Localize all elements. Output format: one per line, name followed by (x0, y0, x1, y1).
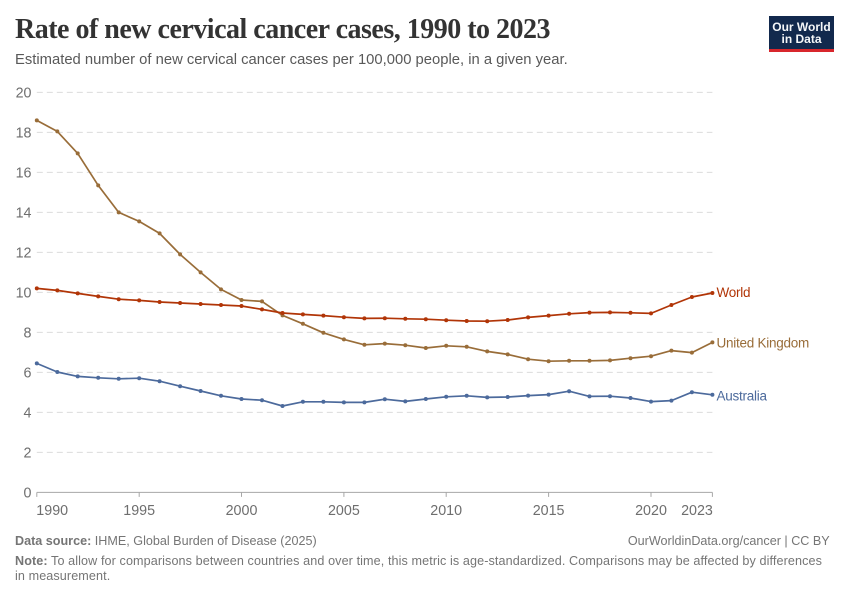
svg-text:16: 16 (16, 165, 32, 181)
svg-text:14: 14 (16, 205, 32, 221)
svg-text:18: 18 (16, 125, 32, 141)
svg-text:8: 8 (24, 325, 32, 341)
svg-text:2023: 2023 (681, 503, 713, 519)
svg-text:4: 4 (24, 405, 32, 421)
svg-text:6: 6 (24, 365, 32, 381)
svg-text:2010: 2010 (430, 503, 462, 519)
svg-text:1995: 1995 (123, 503, 155, 519)
svg-text:World: World (717, 285, 751, 300)
svg-text:2: 2 (24, 445, 32, 461)
svg-text:1990: 1990 (36, 503, 68, 519)
svg-text:2000: 2000 (226, 503, 258, 519)
svg-text:0: 0 (24, 485, 32, 501)
svg-text:10: 10 (16, 285, 32, 301)
svg-text:Australia: Australia (717, 388, 768, 403)
svg-text:2015: 2015 (533, 503, 565, 519)
svg-text:20: 20 (16, 85, 32, 101)
svg-text:2020: 2020 (635, 503, 667, 519)
svg-text:2005: 2005 (328, 503, 360, 519)
svg-text:12: 12 (16, 245, 32, 261)
svg-text:United Kingdom: United Kingdom (717, 335, 810, 350)
